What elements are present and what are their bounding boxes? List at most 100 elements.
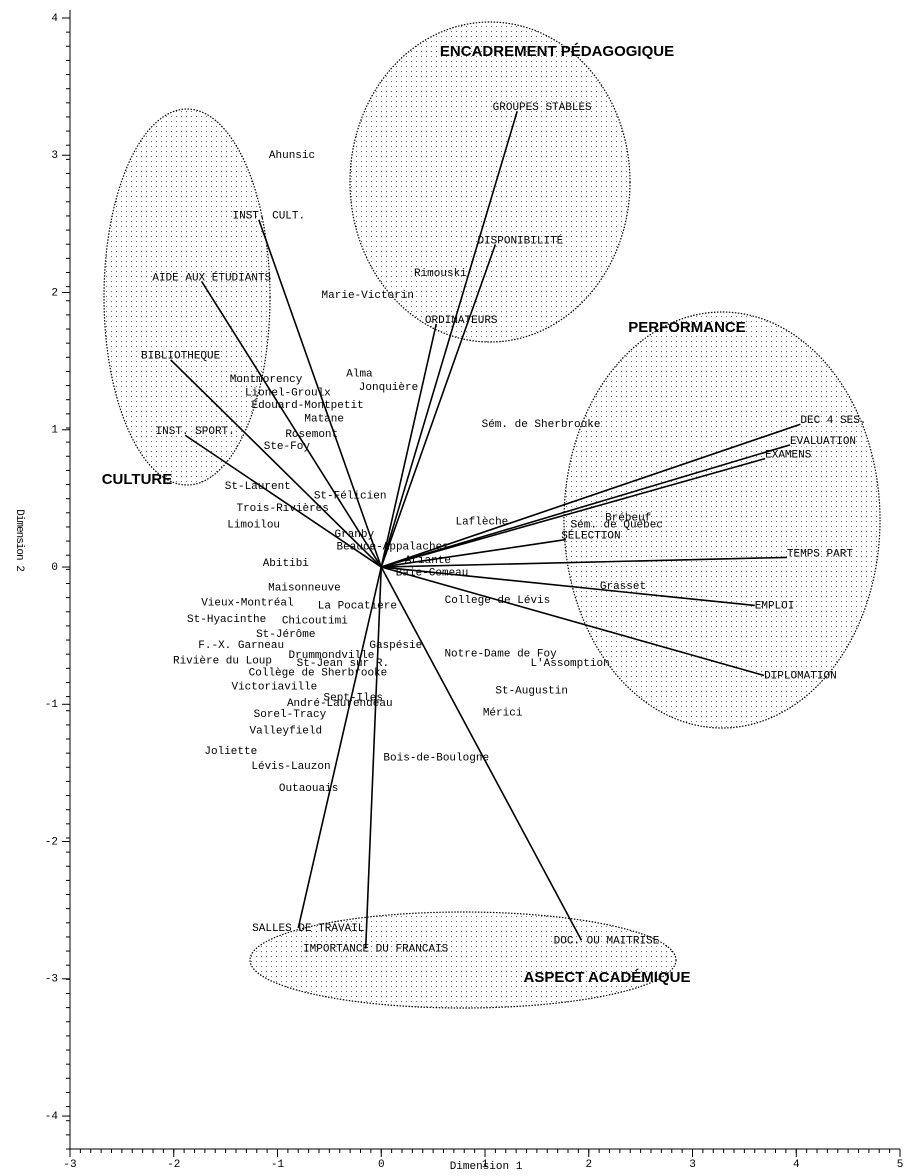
group-label: PERFORMANCE [628, 319, 746, 336]
point-label: Sém. de Sherbrooke [482, 419, 601, 431]
y-tick-label: 4 [51, 13, 58, 25]
point-label: Rosemont [285, 429, 338, 441]
group-label: CULTURE [102, 471, 173, 488]
point-label: Marie-Victorin [322, 290, 414, 302]
vector-label: EVALUATION [790, 436, 856, 448]
point-label: Montmorency [230, 374, 303, 386]
point-label: St-Jean sur R. [297, 658, 389, 670]
point-label: Baie-Comeau [396, 567, 469, 579]
y-axis-label: Dimension 2 [13, 509, 25, 571]
point-label: L'Assomption [530, 658, 609, 670]
point-label: Rivière du Loup [173, 655, 272, 667]
vector-label: BIBLIOTHEQUE [141, 351, 221, 363]
cluster-ellipses [103, 21, 881, 1009]
vector [381, 538, 567, 568]
y-tick-label: 1 [51, 425, 58, 437]
vector-label: DOC. OU MAITRISE [554, 935, 660, 947]
point-label: Ste-Foy [264, 441, 311, 453]
point-label: Drummondville [289, 650, 375, 662]
group-label: ASPECT ACADÉMIQUE [524, 969, 691, 986]
point-label: Collège de Sherbrooke [249, 668, 388, 680]
point-label: Alma [346, 368, 373, 380]
x-tick-label: -3 [63, 1159, 76, 1171]
vector [381, 457, 766, 568]
y-tick-label: 3 [51, 150, 58, 162]
x-tick-label: -1 [271, 1159, 285, 1171]
x-tick-label: 5 [897, 1159, 904, 1171]
vector-label: INST. SPORT. [156, 426, 235, 438]
point-label: St-Laurent [225, 481, 291, 493]
point-label: Limoilou [227, 519, 280, 531]
point-label: F.-X. Garneau [198, 640, 284, 652]
vector-label: IMPORTANCE DU FRANCAIS [303, 944, 449, 956]
vector [381, 566, 765, 677]
vector-label: EXAMENS [765, 450, 812, 462]
point-label: Valleyfield [249, 725, 322, 737]
vector [170, 359, 382, 568]
point-label: Maisonneuve [268, 583, 341, 595]
point-label: Grasset [600, 581, 646, 593]
point-label: St-Hyacinthe [187, 614, 266, 626]
x-tick-label: 1 [482, 1159, 489, 1171]
vector [258, 219, 383, 568]
vector [381, 566, 755, 607]
point-label: St-Augustin [495, 685, 568, 697]
vector [184, 434, 382, 568]
x-tick-label: 3 [689, 1159, 696, 1171]
point-label: Lionel-Groulx [245, 388, 331, 400]
y-tick-label: -1 [45, 699, 59, 711]
point-label: Abitibi [263, 558, 310, 570]
point-label: Chicoutimi [282, 615, 348, 627]
ellipse [563, 311, 881, 729]
point-label: Matane [304, 414, 344, 426]
point-label: Mérici [483, 707, 523, 719]
x-tick-label: 4 [793, 1159, 800, 1171]
x-tick-label: 2 [585, 1159, 592, 1171]
point-label: College de Lévis [445, 595, 551, 607]
x-tick-label: -2 [167, 1159, 180, 1171]
point-label: Outaouais [279, 783, 338, 795]
point-label: Gaspésie [369, 640, 422, 652]
point-label: Lévis-Lauzon [251, 761, 330, 773]
point-label: Ahunsic [269, 150, 315, 162]
y-tick-label: 0 [51, 562, 58, 574]
ellipse [349, 21, 631, 343]
y-tick-label: 2 [51, 287, 58, 299]
point-label: Brébeuf [605, 513, 651, 525]
point-label: Vieux-Montréal [201, 598, 293, 610]
x-axis-label: Dimension 1 [450, 1161, 523, 1173]
point-label: Sorel-Tracy [254, 709, 327, 721]
point-label: Édouard-Montpetit [251, 398, 363, 412]
point-label: Laflèche [455, 517, 508, 529]
point-label: La Pocatière [318, 600, 397, 612]
point-label: Ariante [405, 555, 451, 567]
vector-label: ORDINATEURS [425, 315, 498, 327]
point-label: Rimouski [414, 268, 467, 280]
point-label: Jonquière [359, 382, 418, 394]
vector-label: GROUPES STABLES [493, 102, 592, 114]
vector-label: INST. CULT. [233, 211, 306, 223]
vector [297, 566, 383, 929]
y-tick-label: -3 [45, 974, 58, 986]
x-tick-label: 0 [378, 1159, 385, 1171]
point-label: Beauce-Appalaches [337, 541, 449, 553]
vector [380, 244, 497, 568]
point-label: St-Félicien [314, 491, 387, 503]
vector [380, 323, 438, 568]
point-label: Victoriaville [231, 681, 317, 693]
vector [364, 566, 383, 949]
point-label: Notre-Dame de Foy [444, 648, 557, 660]
point-label: Sept-Iles [324, 692, 383, 704]
vector [381, 444, 791, 568]
point-label: St-Jérôme [256, 629, 315, 641]
vector-label: SÉLECTION [561, 528, 620, 542]
ellipse [249, 911, 677, 1009]
vector-label: DIPLOMATION [764, 670, 837, 682]
point-label: Bois-de-Boulogne [383, 753, 489, 765]
vector [201, 281, 382, 568]
vector-label: DEC 4 SES. [800, 415, 866, 427]
vector [381, 556, 787, 568]
y-tick-label: -4 [45, 1111, 59, 1123]
vector [380, 566, 583, 941]
